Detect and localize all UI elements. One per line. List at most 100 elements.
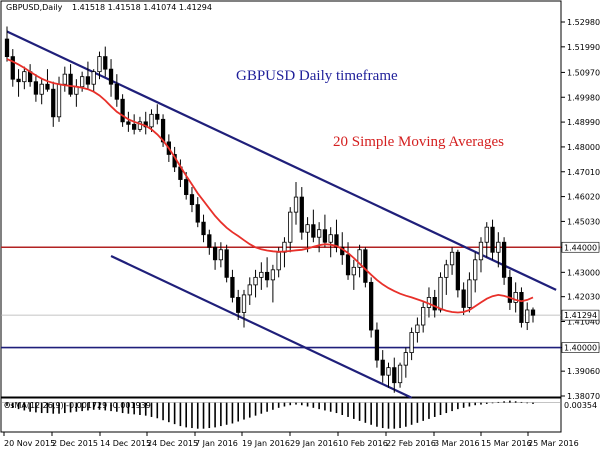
candle-body: [357, 249, 362, 268]
candle-body: [513, 292, 518, 303]
candle-body: [155, 113, 160, 120]
candle: [311, 209, 316, 243]
candle-body: [126, 121, 131, 125]
candle-body: [97, 56, 102, 73]
candle-body: [392, 367, 397, 384]
candle-body: [311, 224, 316, 238]
y-tick-label: 1.49980: [567, 93, 600, 102]
candle-body: [473, 259, 478, 281]
candle-body: [10, 56, 15, 80]
candle: [149, 109, 154, 132]
candle: [461, 282, 466, 315]
y-tick-label: 1.50970: [567, 68, 600, 77]
candle-body: [16, 78, 21, 83]
candle-body: [490, 226, 495, 253]
candle: [189, 187, 195, 213]
candle: [22, 66, 27, 90]
candle: [10, 49, 15, 87]
candle-body: [496, 241, 501, 253]
symbol-label: GBPUSD,Daily: [6, 3, 63, 12]
candle: [473, 252, 478, 293]
candle: [230, 269, 235, 303]
candle-body: [322, 229, 328, 243]
y-tick-label: 1.47010: [567, 168, 600, 177]
candle: [201, 214, 206, 243]
candle-body: [525, 309, 530, 323]
trend-channel: [6, 30, 557, 399]
candle-body: [201, 221, 206, 236]
candle: [484, 222, 489, 258]
candle-body: [85, 76, 91, 85]
y-tick-label: 1.48000: [567, 143, 600, 152]
candle: [392, 357, 397, 393]
candle-body: [4, 38, 10, 58]
candle: [455, 249, 460, 298]
candle: [449, 247, 455, 275]
candle-body: [455, 251, 460, 291]
x-tick-label: 7 Jan 2016: [195, 439, 238, 448]
y-tick-label: 1.41040: [567, 318, 600, 327]
candle: [397, 362, 403, 388]
candle-body: [276, 251, 281, 271]
osma-histogram: [1, 400, 561, 429]
candle-body: [374, 329, 380, 361]
candle-body: [403, 352, 408, 366]
candle: [16, 69, 21, 97]
candle-body: [33, 81, 39, 95]
x-tick-label: 29 Jan 2016: [290, 439, 338, 448]
candle: [241, 289, 247, 328]
candle: [33, 74, 39, 102]
candle: [126, 111, 131, 132]
candle: [513, 282, 518, 313]
price-axis: 1.52980 1.51990 1.50970 1.49980 1.48990 1.480…: [561, 18, 600, 401]
candle-body: [351, 266, 356, 276]
resistance-price-tag: 1.44000: [564, 243, 597, 252]
candle-body: [478, 241, 484, 261]
candle: [478, 237, 484, 273]
moving-average: [6, 58, 534, 314]
channel-lower-line: [110, 255, 413, 399]
candle-body: [264, 271, 270, 281]
candle: [51, 81, 56, 127]
candle: [132, 114, 137, 135]
candle-body: [247, 284, 252, 296]
x-tick-label: 20 Nov 2015: [4, 439, 55, 448]
x-tick-label: 15 Mar 2016: [481, 439, 532, 448]
candle: [438, 272, 443, 313]
current-price-tag: 1.41294: [564, 311, 597, 320]
candle: [316, 222, 322, 253]
candle-body: [189, 194, 195, 206]
candle-body: [270, 269, 276, 281]
candle: [374, 322, 380, 368]
candle: [351, 259, 356, 290]
y-tick-label: 1.39060: [567, 367, 600, 376]
x-tick-label: 22 Feb 2016: [386, 439, 436, 448]
candle-body: [530, 309, 536, 316]
candle: [207, 229, 212, 255]
candle: [415, 317, 420, 343]
ma20-line: [6, 58, 534, 314]
candle: [108, 59, 114, 97]
candle-body: [334, 234, 339, 248]
candle-body: [316, 229, 322, 238]
y-tick-label: 1.43000: [567, 268, 600, 277]
current-price-tag-box: [561, 309, 600, 321]
candle-body: [184, 179, 189, 195]
candle-body: [328, 234, 333, 243]
candle: [386, 362, 391, 388]
candle-body: [132, 123, 137, 130]
candle-body: [501, 241, 507, 278]
candle-body: [305, 224, 310, 233]
candle-body: [288, 211, 293, 243]
candle-body: [259, 271, 264, 278]
candle-body: [230, 276, 235, 298]
candle: [247, 277, 252, 305]
candle: [195, 197, 200, 228]
candle-body: [241, 294, 247, 313]
y-tick-label: 1.38070: [567, 392, 600, 401]
y-tick-label: 1.51990: [567, 43, 600, 52]
candle: [496, 232, 501, 268]
candle: [345, 242, 351, 280]
